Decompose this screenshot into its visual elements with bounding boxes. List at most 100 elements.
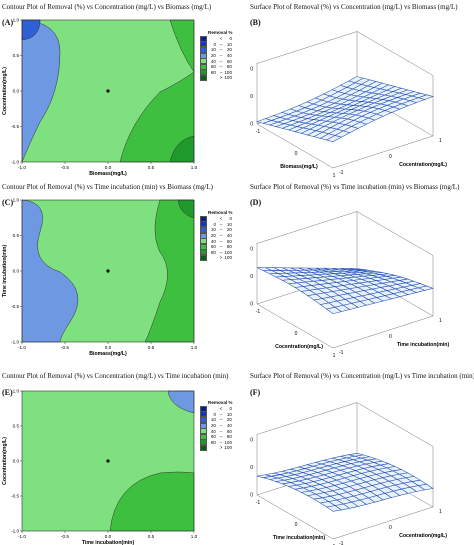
legend-entry: 60–80: [200, 243, 233, 250]
surface-cell: [325, 505, 343, 512]
x-axis-label: Biomass(mg/L): [89, 351, 127, 357]
legend-hi: 10: [226, 411, 232, 417]
legend-swatch: [200, 52, 207, 59]
box-edge: [256, 211, 358, 244]
surface-plot-d: 050100Removal %-101Cocentration(mg/L)-10…: [250, 211, 450, 359]
legend-swatch: [200, 444, 207, 451]
legend-entry: 20–40: [200, 422, 233, 429]
x-tick-label: 0.5: [148, 534, 155, 539]
y-tick-label: 1.0: [13, 198, 20, 203]
legend-entry: 40–60: [200, 238, 233, 245]
x-tick-label: 1.0: [191, 534, 198, 539]
y-axis-label: Time incubation(min): [2, 245, 8, 298]
surface-cell: [325, 135, 343, 142]
y-axis-label: Time incubation(min): [397, 342, 450, 348]
legend-entry: <0: [200, 405, 233, 412]
x-axis-label: Time incubation(min): [273, 535, 326, 541]
box-edge: [256, 303, 334, 349]
z-tick-label: 0: [250, 302, 253, 308]
z-tick-label: 0: [250, 493, 253, 499]
legend-entry: 0–10: [200, 411, 233, 418]
chart-title-d: Surface Plot of Removal (%) vs Time incu…: [250, 183, 460, 191]
x-axis-label: Biomass(mg/L): [280, 164, 318, 170]
legend-swatch: [200, 35, 207, 42]
legend-hi: 20: [226, 417, 232, 423]
box-edge: [332, 135, 434, 169]
z-tick-label: 50: [250, 465, 253, 471]
y-tick-label: -1: [339, 541, 344, 545]
legend-entry: >100: [200, 74, 233, 81]
legend-hi: 60: [226, 58, 232, 64]
legend-hi: 20: [226, 47, 232, 53]
y-tick-label: -1: [339, 350, 344, 356]
legend-lo: 40: [210, 428, 216, 434]
contour-region-60-80: [144, 199, 195, 343]
legend-swatch: [200, 433, 207, 440]
box-edge: [332, 315, 434, 349]
legend-hi: 80: [226, 244, 232, 250]
legend-op: –: [219, 244, 223, 250]
legend-swatch: [200, 46, 207, 53]
box-edge: [356, 402, 434, 447]
legend-op: <: [219, 216, 223, 222]
legend-lo: 10: [210, 417, 216, 423]
z-tick-label: 50: [250, 94, 253, 100]
y-tick-label: 0: [389, 154, 392, 160]
legend-lo: 80: [210, 69, 216, 75]
x-tick-label: -1.0: [18, 534, 26, 539]
y-tick-label: 1: [439, 509, 442, 515]
legend-op: –: [219, 41, 223, 47]
x-tick-label: -1.0: [18, 345, 26, 350]
legend-op: –: [219, 417, 223, 423]
contour-region-20-40: [21, 19, 61, 163]
legend-a: Removal % <0 0–10 10–20 20–40 40–60 60–80 80–10…: [200, 30, 233, 81]
legend-op: –: [219, 434, 223, 440]
x-tick-label: -0.5: [61, 345, 69, 350]
y-tick-label: -0.5: [11, 494, 19, 499]
legend-entry: 10–20: [200, 416, 233, 423]
legend-lo: 40: [210, 58, 216, 64]
legend-hi: 0: [229, 216, 232, 222]
legend-entry: 60–80: [200, 63, 233, 70]
legend-hi: 60: [226, 238, 232, 244]
legend-swatch: [200, 405, 207, 412]
legend-op: >: [219, 75, 223, 81]
legend-e: Removal % <0 0–10 10–20 20–40 40–60 60–80 80–10…: [200, 400, 233, 451]
y-axis-label: Cocentration(mg/L): [2, 67, 8, 115]
x-axis-label: Cocentration(mg/L): [275, 344, 323, 350]
legend-lo: 80: [210, 249, 216, 255]
legend-swatch: [200, 238, 207, 245]
box-edge: [256, 402, 358, 435]
y-tick-label: 1: [439, 318, 442, 324]
contour-region-60-80: [109, 471, 195, 532]
x-axis-label: Time incubation(min): [82, 540, 135, 545]
legend-swatch: [200, 221, 207, 228]
x-axis-label: Biomass(mg/L): [89, 171, 127, 177]
legend-swatch: [200, 69, 207, 76]
legend-op: –: [219, 428, 223, 434]
panel-label-f: (F): [250, 388, 261, 397]
box-edge: [356, 31, 434, 76]
legend-swatch: [200, 254, 207, 261]
legend-swatch: [200, 74, 207, 81]
y-tick-label: 0.0: [13, 269, 20, 274]
x-tick-label: -1: [256, 129, 261, 135]
legend-title: Removal %: [208, 30, 233, 35]
chart-title-c: Contour Plot of Removal (%) vs Time incu…: [2, 183, 213, 191]
legend-lo: 10: [210, 47, 216, 53]
legend-hi: 10: [226, 221, 232, 227]
legend-swatch: [200, 63, 207, 70]
box-edge: [256, 123, 334, 169]
legend-lo: 20: [210, 53, 216, 59]
legend-op: >: [219, 445, 223, 451]
y-tick-label: -0.5: [11, 124, 19, 129]
legend-swatch: [200, 226, 207, 233]
x-tick-label: -1: [256, 500, 261, 506]
panel-label-b: (B): [250, 18, 261, 27]
x-tick-label: 1: [333, 173, 336, 179]
panel-label-e: (E): [2, 388, 13, 397]
panel-label-c: (C): [2, 198, 14, 207]
legend-op: –: [219, 221, 223, 227]
legend-swatch: [200, 416, 207, 423]
legend-hi: 100: [224, 439, 232, 445]
